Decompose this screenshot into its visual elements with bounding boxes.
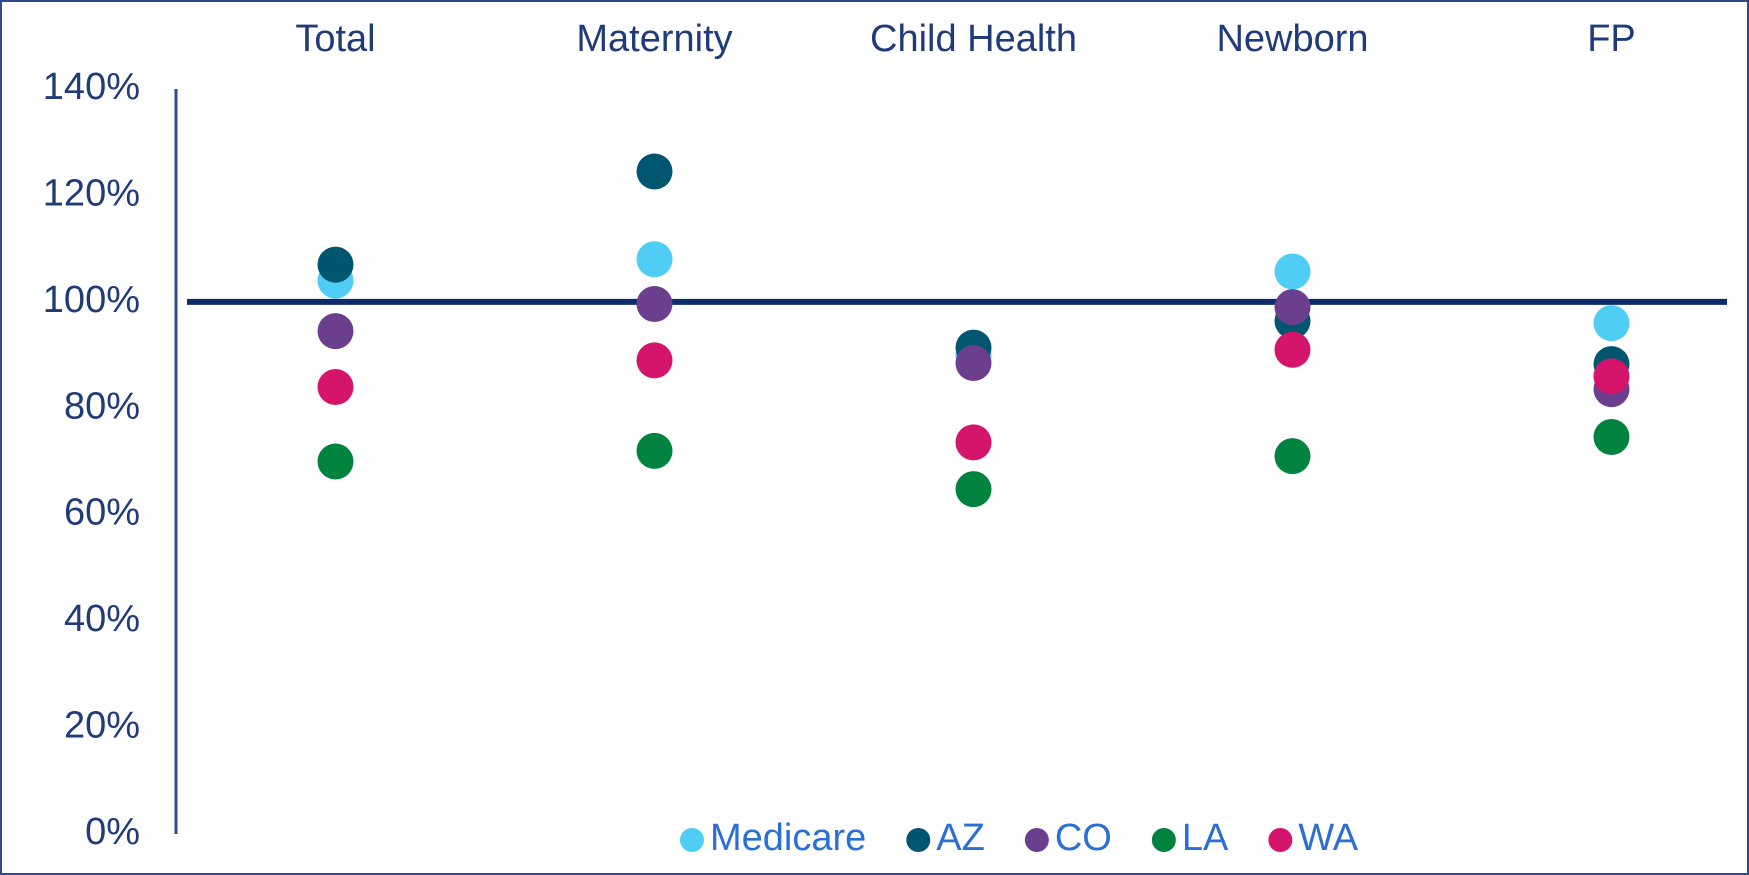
category-label: Maternity [576,18,732,60]
category-label: Total [295,18,375,60]
dot [1274,438,1311,475]
y-tick-label: 100% [43,279,140,321]
dot [636,342,673,379]
y-tick-label: 140% [43,66,140,108]
dot [317,246,354,283]
y-tick-label: 20% [64,705,140,747]
dot [1274,331,1311,368]
legend-label: WA [1298,817,1358,859]
legend-marker [906,828,931,852]
y-tick-label: 120% [43,172,140,214]
dot [1274,253,1311,290]
category-label: FP [1587,18,1636,60]
dot [1274,289,1311,326]
y-tick-label: 40% [64,598,140,640]
legend-label: LA [1182,817,1229,859]
y-tick-label: 80% [64,385,140,427]
dot [1593,305,1630,342]
dot [955,471,992,508]
dot [636,241,673,278]
legend-marker [680,828,704,852]
legend-label: CO [1055,817,1112,859]
legend-label: Medicare [710,817,866,859]
dot [1593,419,1630,456]
dot [317,443,354,480]
legend-marker [1151,828,1176,852]
dot [317,369,354,405]
legend-label: AZ [936,817,985,859]
dot [955,424,992,461]
dot [955,345,992,382]
legend-marker [1024,828,1049,852]
dot [317,313,354,350]
dot [1593,358,1630,395]
category-label: Child Health [870,18,1077,60]
dot [636,153,673,190]
legend-marker [1268,828,1293,852]
category-label: Newborn [1216,18,1368,60]
y-tick-label: 60% [64,492,140,534]
dot [636,285,673,322]
y-tick-label: 0% [85,811,140,853]
dot [636,432,673,469]
